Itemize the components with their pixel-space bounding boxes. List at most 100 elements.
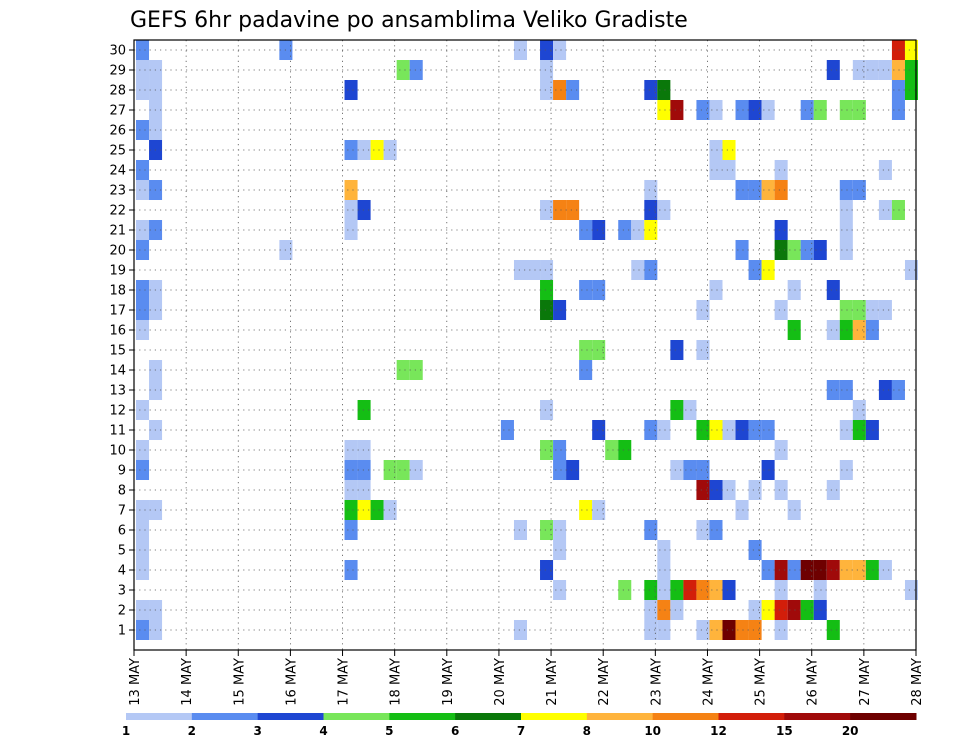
heatmap-cell: [735, 500, 749, 520]
x-tick-label: 23 MAY: [649, 658, 664, 706]
heatmap-cell: [800, 560, 814, 580]
heatmap-cell: [748, 600, 762, 620]
heatmap-cell: [852, 300, 866, 320]
heatmap-cell: [553, 580, 567, 600]
heatmap-cell: [787, 500, 801, 520]
heatmap-cell: [500, 420, 514, 440]
heatmap-cell: [865, 320, 879, 340]
heatmap-cell: [683, 460, 697, 480]
heatmap-cell: [631, 260, 645, 280]
heatmap-cell: [657, 80, 671, 100]
heatmap-cell: [852, 180, 866, 200]
y-tick-label: 22: [109, 204, 126, 219]
y-tick-label: 26: [109, 124, 126, 139]
heatmap-cell: [670, 100, 684, 120]
heatmap-cell: [839, 220, 853, 240]
x-axis-ticks: 13 MAY 14 MAY 15 MAY 16 MAY 17 MAY 18 MAY 19 M…: [128, 650, 925, 706]
heatmap-cell: [644, 520, 658, 540]
heatmap-cell: [644, 620, 658, 640]
y-tick-label: 1: [118, 624, 126, 639]
heatmap-cell: [904, 60, 918, 80]
heatmap-cell: [826, 380, 840, 400]
heatmap-cell: [696, 340, 710, 360]
heatmap-cell: [618, 440, 632, 460]
heatmap-cell: [136, 280, 150, 300]
heatmap-cell: [136, 240, 150, 260]
colorbar-swatch: [191, 713, 259, 720]
heatmap-cell: [774, 240, 788, 260]
heatmap-cell: [722, 480, 736, 500]
heatmap-cell: [735, 100, 749, 120]
colorbar-label: 12: [710, 724, 727, 738]
heatmap-cell: [136, 560, 150, 580]
heatmap-cell: [748, 260, 762, 280]
y-tick-label: 16: [109, 324, 126, 339]
heatmap-cell: [644, 600, 658, 620]
heatmap-cell: [657, 420, 671, 440]
heatmap-cell: [344, 80, 358, 100]
heatmap-cell: [839, 380, 853, 400]
heatmap-cell: [787, 280, 801, 300]
colorbar-swatch: [521, 713, 588, 720]
colorbar-label: 8: [583, 724, 591, 738]
heatmap-cell: [813, 240, 827, 260]
heatmap-cell: [722, 160, 736, 180]
heatmap-cell: [839, 200, 853, 220]
heatmap-cell: [800, 100, 814, 120]
y-tick-label: 5: [118, 544, 126, 559]
heatmap-cell: [865, 560, 879, 580]
heatmap-cell: [383, 140, 397, 160]
heatmap-cell: [774, 580, 788, 600]
heatmap-cell: [839, 320, 853, 340]
y-tick-label: 25: [109, 144, 126, 159]
heatmap-cell: [761, 600, 775, 620]
x-tick-label: 14 MAY: [180, 658, 195, 706]
heatmap-cell: [696, 620, 710, 640]
heatmap-cell: [735, 240, 749, 260]
x-tick-label: 17 MAY: [337, 658, 352, 706]
heatmap-cell: [826, 480, 840, 500]
heatmap-cell: [839, 460, 853, 480]
heatmap-cell: [540, 60, 554, 80]
heatmap-cell: [826, 620, 840, 640]
heatmap-cell: [592, 220, 606, 240]
colorbar-label: 5: [385, 724, 393, 738]
heatmap-cell: [592, 500, 606, 520]
heatmap-cell: [513, 520, 527, 540]
colorbar-swatch: [126, 713, 193, 720]
heatmap-cell: [904, 580, 918, 600]
y-tick-label: 24: [109, 164, 126, 179]
heatmap-cell: [813, 560, 827, 580]
heatmap-cell: [540, 200, 554, 220]
heatmap-cell: [618, 580, 632, 600]
colorbar-label: 3: [253, 724, 261, 738]
heatmap-cell: [136, 440, 150, 460]
heatmap-cell: [527, 260, 541, 280]
y-tick-label: 29: [109, 64, 126, 79]
heatmap-cell: [644, 580, 658, 600]
heatmap-cell: [344, 140, 358, 160]
y-tick-label: 13: [109, 384, 126, 399]
heatmap-cell: [670, 600, 684, 620]
heatmap-cell: [761, 420, 775, 440]
heatmap-cell: [800, 600, 814, 620]
heatmap-cell: [540, 440, 554, 460]
y-tick-label: 12: [109, 404, 126, 419]
heatmap-cell: [826, 280, 840, 300]
y-tick-label: 30: [109, 44, 126, 59]
heatmap-cell: [865, 300, 879, 320]
chart-title: GEFS 6hr padavine po ansamblima Veliko G…: [130, 8, 688, 33]
y-tick-label: 6: [118, 524, 126, 539]
heatmap-cell: [553, 520, 567, 540]
heatmap-cell: [813, 600, 827, 620]
heatmap-cell: [644, 260, 658, 280]
heatmap-cell: [657, 540, 671, 560]
heatmap-cell: [513, 620, 527, 640]
y-tick-label: 8: [118, 484, 126, 499]
heatmap-cell: [696, 420, 710, 440]
heatmap-cell: [670, 400, 684, 420]
heatmap-cell: [644, 80, 658, 100]
x-tick-label: 25 MAY: [754, 658, 769, 706]
heatmap-cell: [696, 520, 710, 540]
